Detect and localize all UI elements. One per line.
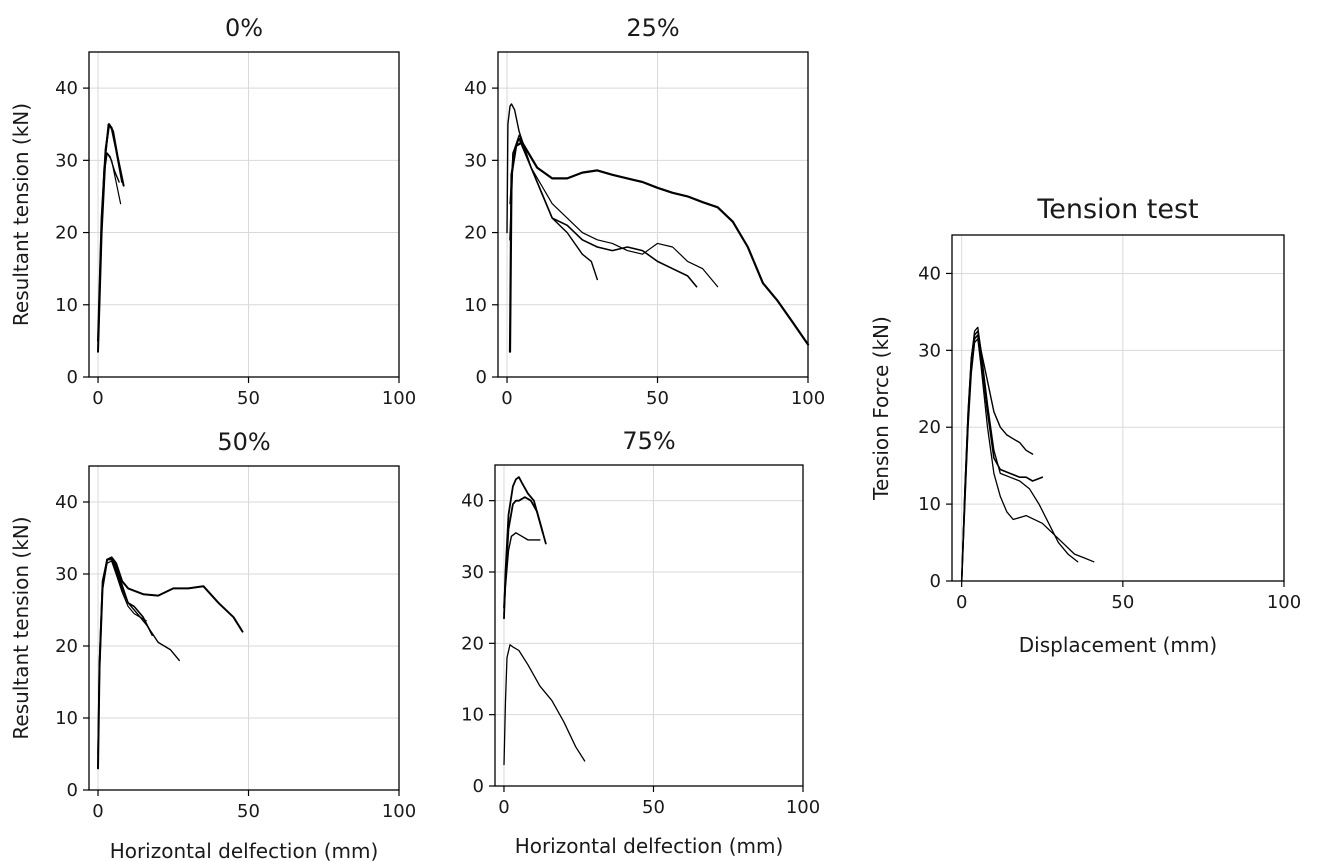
chart-title: 25% [626,14,679,42]
panel-25-percent: 0 50 100 0 10 20 30 40 25% [464,14,825,409]
series-line-3 [509,134,719,288]
series-line-1 [97,557,181,762]
series-line-3 [97,560,147,766]
series-line-1 [508,141,810,353]
series-line-0 [97,556,244,770]
x-tick-label: 100 [1267,592,1301,613]
y-axis-label: Tension Force (kN) [869,316,893,501]
chart-title: 50% [217,428,270,456]
y-tick-label: 30 [918,340,941,361]
x-axis-label: Horizontal delfection (mm) [110,839,379,861]
x-tick-label: 100 [786,797,820,818]
series-line-2 [509,137,698,288]
y-tick-label: 40 [918,263,941,284]
series-line-3 [97,152,122,342]
plot-frame [951,234,1285,582]
y-tick-label: 30 [461,562,484,583]
plot-frame [497,51,809,378]
y-tick-label: 0 [67,367,78,388]
y-tick-label: 30 [55,564,78,585]
y-axis-label: Resultant tension (kN) [9,516,33,739]
x-tick-label: 50 [642,797,665,818]
y-tick-label: 40 [55,78,78,99]
y-tick-label: 40 [55,492,78,513]
series-line-1 [960,334,1044,582]
x-tick-label: 0 [92,388,103,409]
x-tick-label: 50 [646,388,669,409]
x-tick-label: 50 [237,388,260,409]
x-tick-label: 100 [791,388,825,409]
panel-75-percent: 0 50 100 0 10 20 30 40 75% Horizontal delfection … [461,427,820,858]
x-tick-label: 0 [92,801,103,822]
x-axis-label: Displacement (mm) [1019,633,1217,657]
y-tick-label: 0 [67,780,78,801]
panel-50-percent: 0 50 100 0 10 20 30 40 50% Horizontal delfection … [9,428,416,861]
chart-title: 0% [225,14,263,42]
x-tick-label: 50 [237,801,260,822]
x-tick-label: 0 [498,797,509,818]
chart-title: Tension test [1036,194,1198,225]
x-tick-label: 100 [382,388,416,409]
y-tick-label: 40 [464,78,487,99]
y-tick-label: 30 [464,150,487,171]
y-tick-label: 10 [55,295,78,316]
x-tick-label: 100 [382,801,416,822]
y-tick-label: 40 [461,491,484,512]
plot-frame [88,51,400,378]
y-tick-label: 20 [918,417,941,438]
x-tick-label: 0 [956,592,967,613]
y-tick-label: 30 [55,150,78,171]
y-tick-label: 0 [476,367,487,388]
series-line-2 [97,558,153,755]
series-line-2 [961,338,1095,582]
y-tick-label: 20 [464,223,487,244]
panel-tension-test: 0 50 100 0 10 20 30 40 Tension test Displacement … [869,194,1301,657]
x-tick-label: 0 [501,388,512,409]
y-tick-label: 20 [55,636,78,657]
y-tick-label: 10 [464,295,487,316]
series-line-2 [503,532,541,616]
y-tick-label: 20 [461,633,484,654]
series-line-1 [503,496,544,609]
y-tick-label: 0 [930,571,941,592]
series-line-0 [503,476,547,620]
series-line-3 [503,644,586,766]
panel-0-percent: 0 50 100 0 10 20 30 40 0% Resultant tension (kN) [9,14,416,409]
x-axis-label: Horizontal delfection (mm) [515,834,784,858]
chart-title: 75% [622,427,675,455]
y-tick-label: 0 [473,776,484,797]
y-tick-label: 10 [55,708,78,729]
y-tick-label: 10 [461,705,484,726]
x-tick-label: 50 [1111,592,1134,613]
plot-frame [494,464,804,787]
series-line-0 [506,103,598,281]
plot-frame [88,465,400,791]
y-axis-label: Resultant tension (kN) [9,103,33,326]
y-tick-label: 10 [918,494,941,515]
y-tick-label: 20 [55,223,78,244]
series-line-3 [961,326,1079,582]
